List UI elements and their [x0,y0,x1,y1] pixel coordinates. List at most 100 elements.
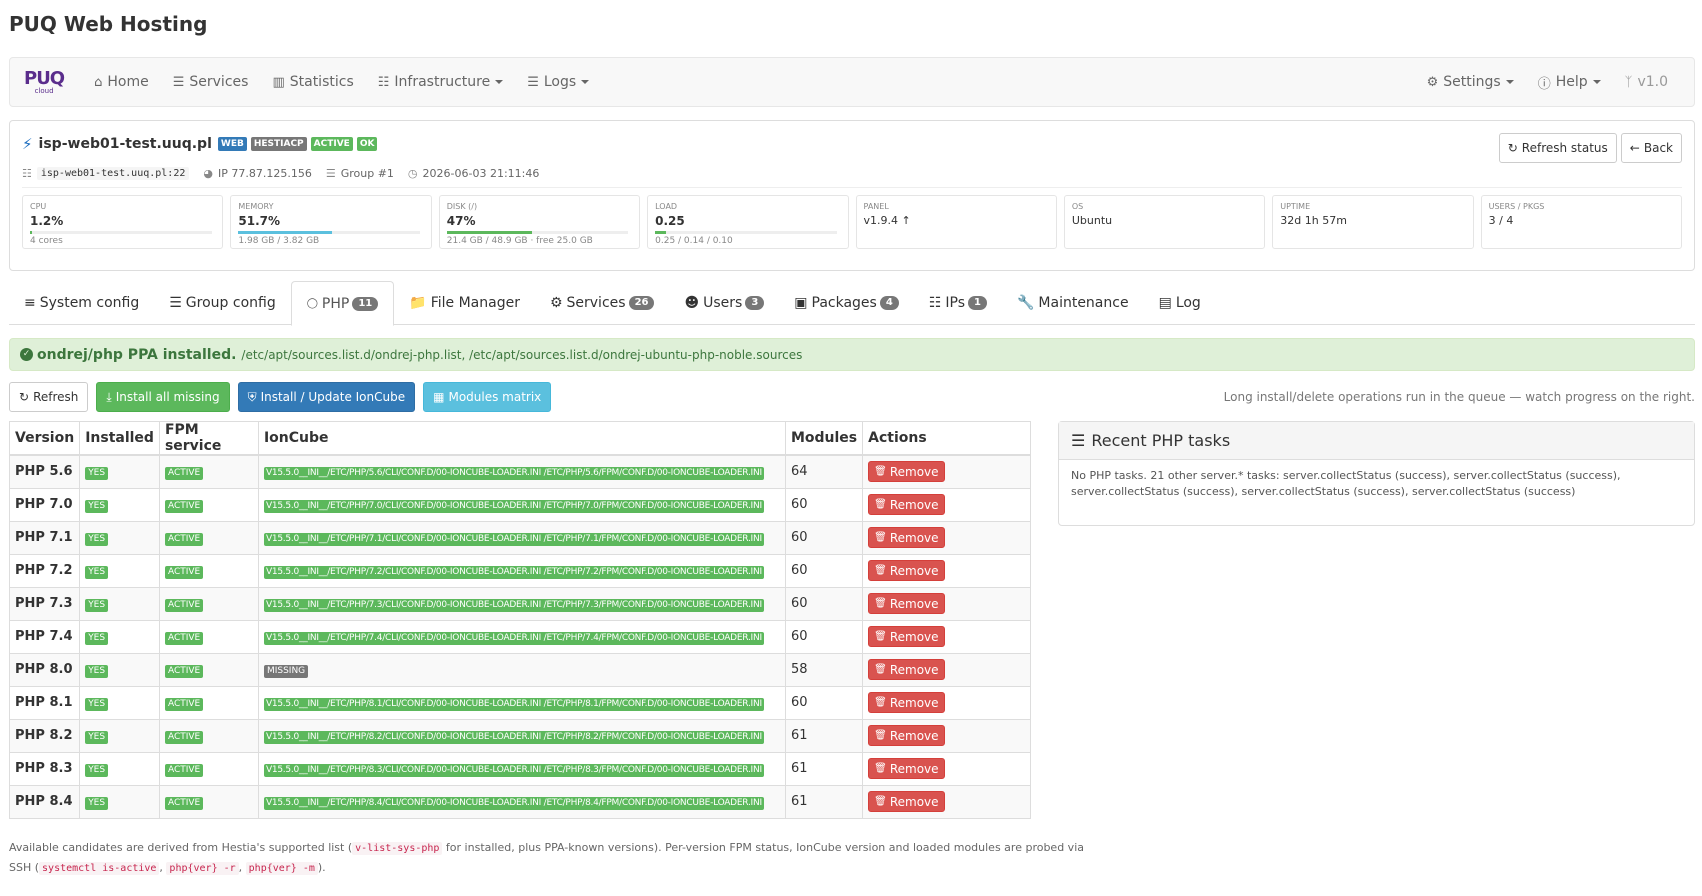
php-version-value: PHP 8.3 [15,761,73,776]
trash-icon: 🗑 [874,565,887,576]
tab-file-manager[interactable]: 📁 File Manager [394,281,535,324]
tab-packages[interactable]: ▣ Packages 4 [779,281,914,324]
fpm-cell: ACTIVE [158,784,259,819]
tab-log-label: Log [1175,294,1201,311]
ioncube-cell: V15.5.0__INI__/ETC/PHP/5.6/CLI/CONF.D/00… [257,454,786,489]
layers-icon: ☰ [169,294,182,311]
actions-cell: 🗑 Remove [862,685,1031,720]
fpm-cell: ACTIVE [158,718,259,753]
users-icon: ☻ [684,294,700,311]
php-version: PHP 8.3 [8,751,81,786]
ioncube-badge: V15.5.0__INI__/ETC/PHP/7.3/CLI/CONF.D/00… [263,598,764,612]
remove-button[interactable]: 🗑 Remove [868,461,945,483]
nav-infrastructure-label: Infrastructure [394,74,491,90]
modules-cell: 60 [784,487,864,522]
install-ioncube-button[interactable]: ⛨ Install / Update IonCube [237,382,416,412]
nav-services[interactable]: ☰ Services [161,58,261,106]
stat-users-pkgs-label: USERS / PKGS [1488,202,1545,211]
tab-system-config[interactable]: ≡ System config [9,281,154,324]
remove-button[interactable]: 🗑 Remove [868,725,945,746]
modules-count: 61 [790,728,808,743]
table-row: PHP 7.4 YES ACTIVE V15.5.0__INI__/ETC/PHP/7… [8,619,1031,654]
nav-infrastructure[interactable]: ☷ Infrastructure [366,58,515,106]
nav-settings[interactable]: ⚙ Settings [1415,58,1526,106]
stat-os-value: Ubuntu [1071,214,1113,227]
remove-button[interactable]: 🗑 Remove [868,791,945,812]
remove-button[interactable]: 🗑 Remove [868,593,945,614]
nav-logs[interactable]: ☰ Logs [515,58,601,106]
remove-label: Remove [889,728,939,743]
remove-button[interactable]: 🗑 Remove [868,527,945,548]
nav-statistics[interactable]: ▥ Statistics [260,58,365,106]
php-toolbar: ↻ Refresh ⤓ Install all missing ⛨ Instal… [9,382,1695,412]
branch-icon: ᛉ [1624,74,1633,90]
remove-button[interactable]: 🗑 Remove [868,758,945,779]
server-group-value: Group #1 [340,167,394,180]
arrow-left-icon: ← [1629,141,1640,155]
modules-count: 61 [790,794,808,809]
ioncube-badge: V15.5.0__INI__/ETC/PHP/7.2/CLI/CONF.D/00… [263,565,764,579]
tab-ips[interactable]: ☷ IPs 1 [914,281,1002,324]
remove-button[interactable]: 🗑 Remove [868,560,945,581]
server-meta: ☷ isp-web01-test.uuq.pl:22 ◕ IP 77.87.12… [22,160,1682,188]
installed-cell: YES [79,454,160,489]
tab-system-config-label: System config [39,294,140,311]
ioncube-badge: MISSING [263,664,309,678]
ioncube-cell: MISSING [257,652,786,687]
installed-cell: YES [79,553,160,588]
nav-home[interactable]: ⌂ Home [82,58,161,106]
sitemap-icon: ☷ [377,74,390,90]
install-all-missing-button[interactable]: ⤓ Install all missing [96,382,230,412]
stat-load-value: 0.25 [655,214,685,228]
refresh-button[interactable]: ↻ Refresh [9,382,89,412]
tab-maintenance[interactable]: 🔧 Maintenance [1002,281,1144,324]
remove-button[interactable]: 🗑 Remove [868,494,945,515]
stat-uptime-value: 32d 1h 57m [1280,214,1347,227]
stat-uptime: UPTIME 32d 1h 57m [1272,195,1474,249]
list-icon: ☰ [172,74,185,90]
back-button[interactable]: ← Back [1620,133,1682,163]
installed-badge: YES [85,730,109,744]
tab-services[interactable]: ⚙ Services 26 [535,281,670,324]
nav-services-label: Services [189,74,249,90]
modules-matrix-button[interactable]: ▦ Modules matrix [423,382,552,412]
tab-users[interactable]: ☻ Users 3 [669,281,779,324]
remove-label: Remove [889,464,939,479]
stat-panel-value: v1.9.4 ↑ [863,214,911,227]
actions-cell: 🗑 Remove [862,553,1031,588]
tab-log[interactable]: ▤ Log [1144,281,1216,324]
stat-disk-sub: 21.4 GB / 48.9 GB · free 25.0 GB [446,236,593,246]
col-fpm-service: FPM service [158,421,259,456]
nav-help[interactable]: ⓘ Help [1526,58,1613,106]
stat-os: OS Ubuntu [1063,195,1266,249]
refresh-icon: ↻ [19,390,30,404]
brand-logo[interactable]: PUQ cloud [24,69,65,95]
label-ok: OK [356,137,378,151]
stat-uptime-label: UPTIME [1280,202,1311,211]
remove-button[interactable]: 🗑 Remove [868,659,945,680]
fpm-cell: ACTIVE [158,553,259,588]
refresh-status-button[interactable]: ↻ Refresh status [1498,133,1617,163]
remove-button[interactable]: 🗑 Remove [868,626,945,647]
php-version: PHP 8.2 [8,718,81,753]
ioncube-cell: V15.5.0__INI__/ETC/PHP/8.4/CLI/CONF.D/00… [257,784,786,819]
modules-cell: 61 [784,751,864,786]
table-row: PHP 8.4 YES ACTIVE V15.5.0__INI__/ETC/PHP/8… [8,784,1031,819]
php-version-value: PHP 7.2 [15,563,73,578]
remove-label: Remove [889,695,939,710]
tab-group-config[interactable]: ☰ Group config [154,281,290,324]
ioncube-cell: V15.5.0__INI__/ETC/PHP/7.4/CLI/CONF.D/00… [257,619,786,654]
ioncube-badge: V15.5.0__INI__/ETC/PHP/8.4/CLI/CONF.D/00… [263,796,764,810]
nav-version[interactable]: ᛉ v1.0 [1613,58,1680,106]
tab-php[interactable]: ◯ PHP 11 [290,281,395,326]
stat-users-pkgs-value: 3 / 4 [1488,214,1514,227]
footer-text-3: , [159,861,167,874]
label-web: WEB [217,137,247,151]
ppa-alert: ✓ ondrej/php PPA installed. /etc/apt/sou… [9,338,1695,371]
nav-help-label: Help [1555,74,1588,90]
home-icon: ⌂ [94,74,103,90]
table-row: PHP 7.3 YES ACTIVE V15.5.0__INI__/ETC/PHP/7… [8,586,1031,621]
ioncube-badge: V15.5.0__INI__/ETC/PHP/8.3/CLI/CONF.D/00… [263,763,764,777]
queue-hint: Long install/delete operations run in th… [1223,390,1695,404]
remove-button[interactable]: 🗑 Remove [868,692,945,713]
